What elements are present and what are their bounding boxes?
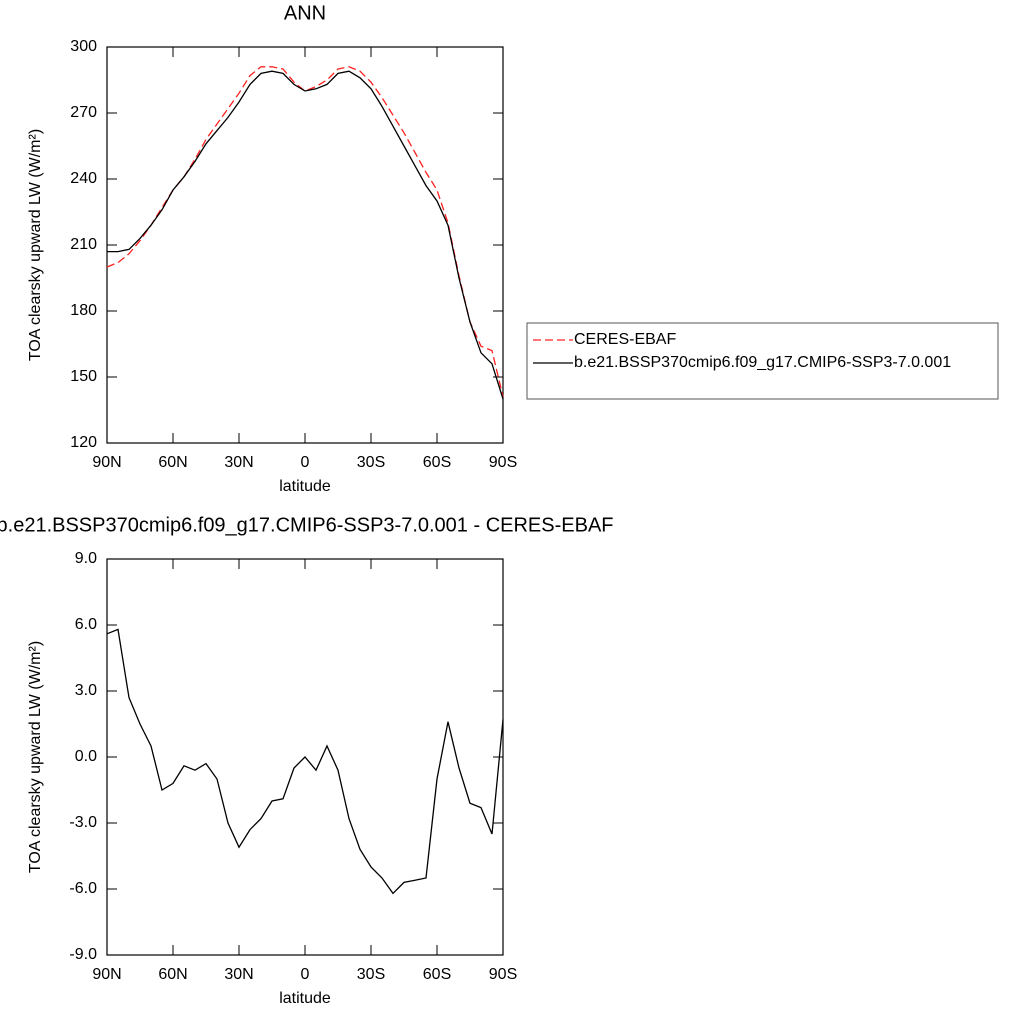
y-tick-label: 210 — [70, 236, 97, 253]
y-tick-label: 3.0 — [75, 682, 97, 699]
y-tick-label: 180 — [70, 302, 97, 319]
x-tick-label: 30N — [224, 454, 253, 471]
y-tick-label: 0.0 — [75, 748, 97, 765]
x-axis-label: latitude — [279, 990, 331, 1007]
data-line — [106, 66, 504, 397]
y-tick-label: -9.0 — [69, 946, 97, 963]
legend-box — [526, 322, 999, 400]
chart-title: b.e21.BSSP370cmip6.f09_g17.CMIP6-SSP3-7.… — [0, 514, 613, 536]
x-tick-label: 0 — [301, 454, 310, 471]
x-tick-label: 30S — [357, 454, 385, 471]
x-tick-label: 60N — [158, 966, 187, 983]
y-tick-label: 120 — [70, 434, 97, 451]
y-tick-label: 240 — [70, 170, 97, 187]
data-line — [107, 70, 504, 400]
y-tick-label: 9.0 — [75, 550, 97, 567]
x-tick-label: 90N — [92, 454, 121, 471]
y-axis-label: TOA clearsky upward LW (W/m²) — [27, 641, 44, 873]
x-axis-label: latitude — [279, 478, 331, 495]
y-tick-label: 300 — [70, 38, 97, 55]
x-tick-label: 60N — [158, 454, 187, 471]
x-tick-label: 60S — [423, 966, 451, 983]
y-tick-label: 150 — [70, 368, 97, 385]
y-tick-label: 6.0 — [75, 616, 97, 633]
x-tick-label: 60S — [423, 454, 451, 471]
data-line — [106, 628, 504, 895]
y-tick-label: -6.0 — [69, 880, 97, 897]
y-tick-label: -3.0 — [69, 814, 97, 831]
x-tick-label: 90S — [489, 454, 517, 471]
y-tick-label: 270 — [70, 104, 97, 121]
x-tick-label: 90S — [489, 966, 517, 983]
y-axis-label: TOA clearsky upward LW (W/m²) — [27, 129, 44, 361]
x-tick-label: 90N — [92, 966, 121, 983]
chart-title: ANN — [284, 2, 326, 24]
plot-frame — [106, 46, 504, 444]
legend: CERES-EBAF b.e21.BSSP370cmip6.f09_g17.CMI… — [526, 322, 999, 400]
legend-label: b.e21.BSSP370cmip6.f09_g17.CMIP6-SSP3-7.… — [574, 354, 951, 371]
x-tick-label: 0 — [301, 966, 310, 983]
x-tick-label: 30S — [357, 966, 385, 983]
legend-label: CERES-EBAF — [574, 331, 676, 348]
x-tick-label: 30N — [224, 966, 253, 983]
